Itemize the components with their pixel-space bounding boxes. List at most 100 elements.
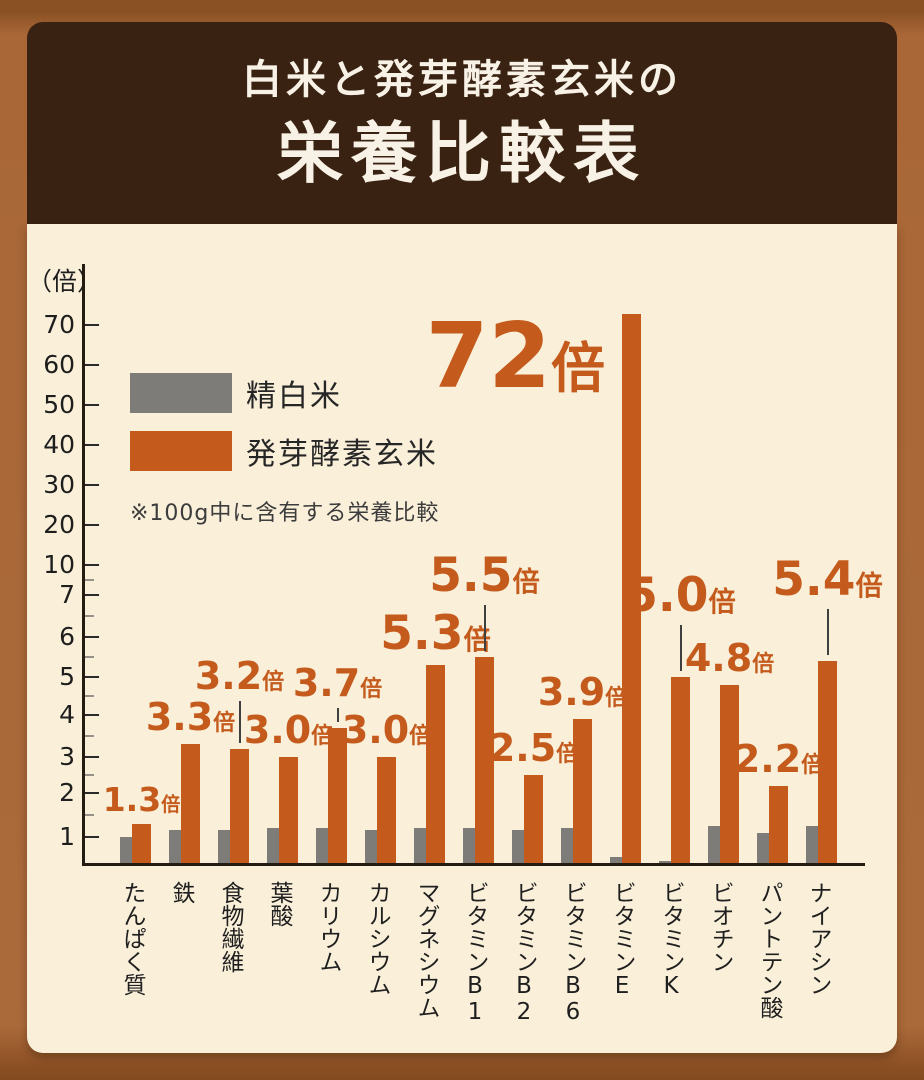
legend-note: ※100g中に含有する栄養比較 [130, 501, 440, 526]
y-tick-major [85, 714, 99, 716]
value-label: 3.9倍 [537, 670, 628, 715]
category-label: パントテン酸 [756, 881, 782, 1019]
bar-brown-rice [230, 748, 249, 863]
category-label: ビタミンB6 [560, 881, 586, 1025]
brown-rice-swatch [130, 431, 232, 471]
category-label: カルシウム [364, 881, 390, 996]
y-tick-label: 7 [59, 580, 75, 609]
bar-white-rice [806, 826, 818, 863]
category-label: ビタミンE [609, 881, 635, 999]
y-tick-major [85, 836, 99, 838]
category-label: 食物繊維 [217, 881, 243, 973]
y-tick-major [85, 484, 99, 486]
bar-brown-rice [328, 727, 347, 863]
bar-brown-rice [524, 775, 543, 863]
value-label: 5.0倍 [625, 568, 736, 623]
bar-brown-rice [181, 744, 200, 863]
bar-white-rice [169, 830, 181, 863]
y-tick-major [85, 636, 99, 638]
value-label: 5.4倍 [772, 552, 883, 607]
y-tick-major [85, 364, 99, 366]
leader-line [679, 625, 682, 671]
y-tick-label: 60 [43, 350, 75, 379]
bar-brown-rice [671, 677, 690, 863]
y-tick-minor [85, 615, 94, 617]
y-tick-label: 10 [43, 550, 75, 579]
y-tick-minor [85, 814, 94, 816]
value-label: 5.5倍 [429, 548, 540, 603]
bar-brown-rice [426, 665, 445, 863]
bar-white-rice [120, 837, 132, 863]
y-tick-major [85, 324, 99, 326]
y-tick-label: 2 [59, 778, 75, 807]
title-card: 白米と発芽酵素玄米の 栄養比較表 [27, 22, 897, 224]
page-title: 栄養比較表 [277, 115, 647, 193]
y-tick-major [85, 594, 99, 596]
bar-white-rice [708, 826, 720, 863]
y-tick-label: 5 [59, 662, 75, 691]
category-label: ビタミンB2 [511, 881, 537, 1025]
category-label: ビタミンB1 [462, 881, 488, 1025]
bar-brown-rice [720, 684, 739, 863]
bar-brown-rice [475, 657, 494, 863]
legend-label-white-rice: 精白米 [246, 379, 342, 414]
y-tick-major [85, 404, 99, 406]
category-label: ビオチン [707, 881, 733, 973]
legend-label-brown-rice: 発芽酵素玄米 [246, 437, 438, 472]
value-label: 4.8倍 [684, 635, 775, 680]
legend: 精白米 発芽酵素玄米 ※100g中に含有する栄養比較 [130, 373, 439, 527]
bar-brown-rice [769, 785, 788, 863]
category-label: ナイアシン [805, 881, 831, 996]
category-label: マグネシウム [413, 881, 439, 1019]
bar-brown-rice [279, 757, 298, 863]
bar-white-rice [659, 861, 671, 863]
y-axis-unit-label: （倍） [27, 267, 103, 296]
leader-line [826, 609, 829, 655]
bar-brown-rice [573, 719, 592, 863]
y-tick-major [85, 564, 99, 566]
leader-line [336, 707, 339, 722]
value-label: 3.3倍 [145, 695, 236, 740]
y-tick-label: 4 [59, 700, 75, 729]
y-tick-label: 50 [43, 390, 75, 419]
y-tick-major [85, 792, 99, 794]
bar-white-rice [561, 828, 573, 863]
value-label: 3.0倍 [341, 708, 432, 752]
bar-white-rice [610, 857, 622, 863]
y-tick-minor [85, 774, 94, 776]
value-label: 3.0倍 [243, 708, 334, 752]
header-lead: 白米と発芽酵素玄米の [242, 57, 682, 104]
chart-panel: （倍） 精白米 発芽酵素玄米 ※100g中に含有する栄養比較 1 2 3 4 5 6 7 10… [27, 224, 897, 1053]
value-label: 3.7倍 [292, 660, 383, 705]
y-tick-major [85, 756, 99, 758]
bar-brown-rice [622, 314, 641, 863]
bar-white-rice [365, 830, 377, 863]
y-tick-major [85, 444, 99, 446]
legend-item-brown-rice: 発芽酵素玄米 [130, 431, 439, 472]
y-tick-minor [85, 735, 94, 737]
bar-white-rice [414, 828, 426, 863]
bar-white-rice [757, 832, 769, 863]
bar-white-rice [463, 828, 475, 863]
category-label: 鉄 [168, 881, 194, 904]
legend-item-white-rice: 精白米 [130, 373, 439, 414]
leader-line [483, 605, 486, 651]
value-label: 2.5倍 [488, 726, 579, 770]
bar-white-rice [512, 830, 524, 863]
value-label: 5.3倍 [380, 606, 491, 661]
y-tick-minor [85, 695, 94, 697]
value-label: 2.2倍 [733, 736, 824, 781]
y-tick-label: 1 [59, 822, 75, 851]
y-tick-label: 20 [43, 510, 75, 539]
y-tick-minor [85, 579, 94, 581]
category-label: ビタミンK [658, 881, 684, 999]
bar-brown-rice [132, 823, 151, 863]
x-axis [82, 863, 865, 866]
bar-white-rice [267, 828, 279, 863]
y-tick-label: 30 [43, 470, 75, 499]
y-tick-minor [85, 656, 94, 658]
y-tick-major [85, 524, 99, 526]
bar-white-rice [316, 828, 328, 863]
value-label: 3.2倍 [194, 653, 285, 698]
